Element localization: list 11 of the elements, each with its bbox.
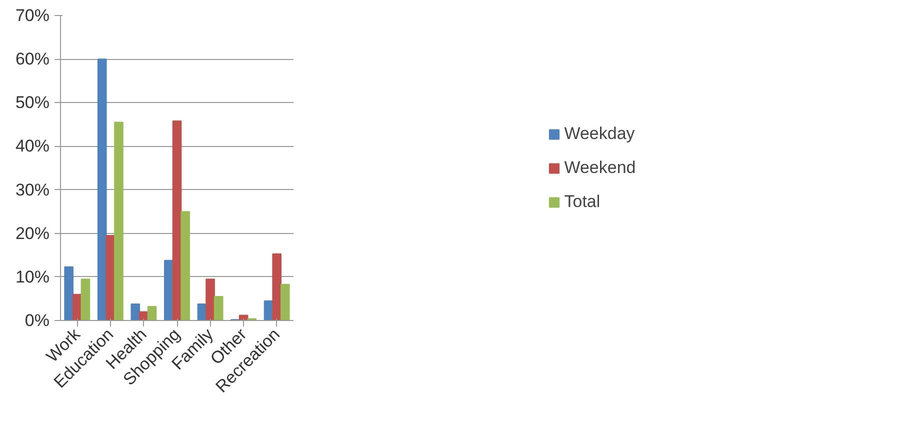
y-tick-label: 60% [15,50,50,69]
y-tick-label: 10% [15,267,50,286]
y-tick-label: 70% [15,6,50,25]
y-tick-label: 0% [24,311,50,330]
y-tick-label: 30% [15,180,50,200]
legend-label: Weekday [564,124,635,144]
y-tick-label: 50% [15,93,50,112]
legend-label: Total [564,192,600,212]
y-tick-label: 40% [15,136,50,156]
legend-label: Weekend [564,158,636,178]
y-tick-label: 20% [15,224,50,243]
